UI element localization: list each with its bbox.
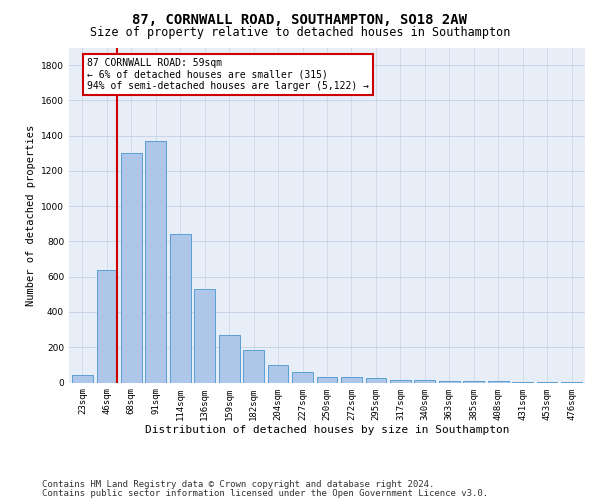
Bar — [268, 365, 289, 382]
Bar — [317, 377, 337, 382]
Text: 87 CORNWALL ROAD: 59sqm
← 6% of detached houses are smaller (315)
94% of semi-de: 87 CORNWALL ROAD: 59sqm ← 6% of detached… — [87, 58, 369, 91]
Text: Size of property relative to detached houses in Southampton: Size of property relative to detached ho… — [90, 26, 510, 39]
Text: Contains HM Land Registry data © Crown copyright and database right 2024.: Contains HM Land Registry data © Crown c… — [42, 480, 434, 489]
Bar — [439, 380, 460, 382]
Bar — [170, 234, 191, 382]
Bar — [121, 154, 142, 382]
Text: Contains public sector information licensed under the Open Government Licence v3: Contains public sector information licen… — [42, 489, 488, 498]
Bar — [145, 141, 166, 382]
X-axis label: Distribution of detached houses by size in Southampton: Distribution of detached houses by size … — [145, 425, 509, 435]
Bar — [243, 350, 264, 382]
Bar — [72, 376, 93, 382]
Bar — [97, 270, 117, 382]
Bar — [390, 380, 411, 382]
Bar — [463, 381, 484, 382]
Y-axis label: Number of detached properties: Number of detached properties — [26, 124, 35, 306]
Bar — [415, 380, 435, 382]
Text: 87, CORNWALL ROAD, SOUTHAMPTON, SO18 2AW: 87, CORNWALL ROAD, SOUTHAMPTON, SO18 2AW — [133, 12, 467, 26]
Bar — [341, 377, 362, 382]
Bar — [194, 289, 215, 382]
Bar — [365, 378, 386, 382]
Bar — [292, 372, 313, 382]
Bar — [219, 335, 239, 382]
